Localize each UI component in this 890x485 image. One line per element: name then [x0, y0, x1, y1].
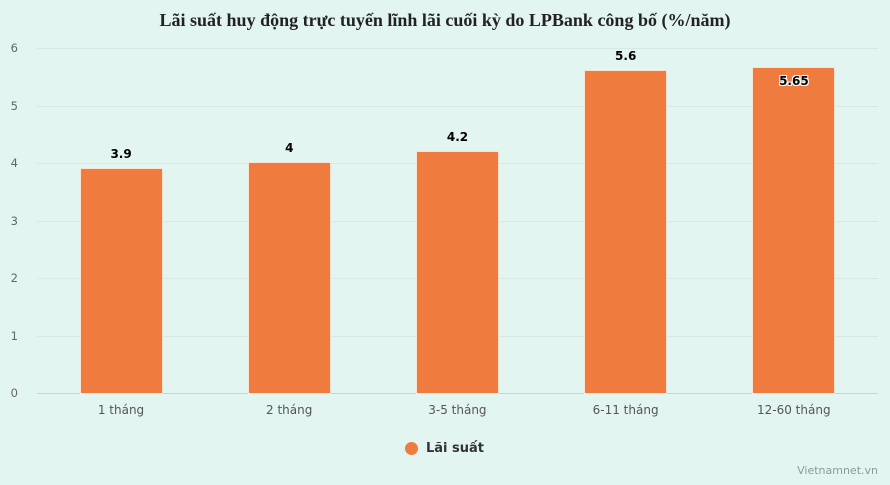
bar[interactable] — [417, 151, 498, 393]
y-tick-label: 5 — [10, 98, 18, 113]
bar[interactable] — [585, 71, 667, 393]
data-label: 5.65 — [779, 74, 809, 89]
legend-label: Lãi suất — [426, 441, 485, 456]
x-tick-label: 3-5 tháng — [428, 403, 487, 417]
legend[interactable]: Lãi suất — [405, 441, 484, 456]
data-label: 4 — [285, 141, 294, 155]
bar[interactable] — [753, 68, 835, 393]
gridline — [37, 48, 878, 49]
x-tick-label: 1 tháng — [97, 403, 145, 417]
source-credit: Vietnamnet.vn — [797, 464, 878, 477]
x-axis-line — [37, 393, 878, 394]
y-tick-label: 3 — [10, 213, 18, 228]
x-tick-label: 6-11 tháng — [592, 403, 659, 417]
y-tick-label: 1 — [10, 328, 18, 343]
data-label: 5.6 — [615, 49, 637, 63]
chart-title: Lãi suất huy động trực tuyến lĩnh lãi cu… — [159, 10, 731, 30]
data-label: 4.2 — [446, 129, 469, 144]
y-tick-label: 0 — [10, 386, 18, 400]
y-tick-label: 6 — [10, 41, 18, 55]
x-tick-label: 12-60 tháng — [757, 403, 831, 417]
x-tick-label: 2 tháng — [266, 403, 313, 417]
data-label: 3.9 — [110, 146, 132, 161]
y-tick-label: 4 — [10, 156, 18, 170]
legend-marker-icon — [405, 442, 418, 455]
bar[interactable] — [80, 168, 162, 393]
bar[interactable] — [248, 163, 330, 393]
gridline — [37, 105, 878, 107]
y-tick-label: 2 — [10, 271, 18, 285]
